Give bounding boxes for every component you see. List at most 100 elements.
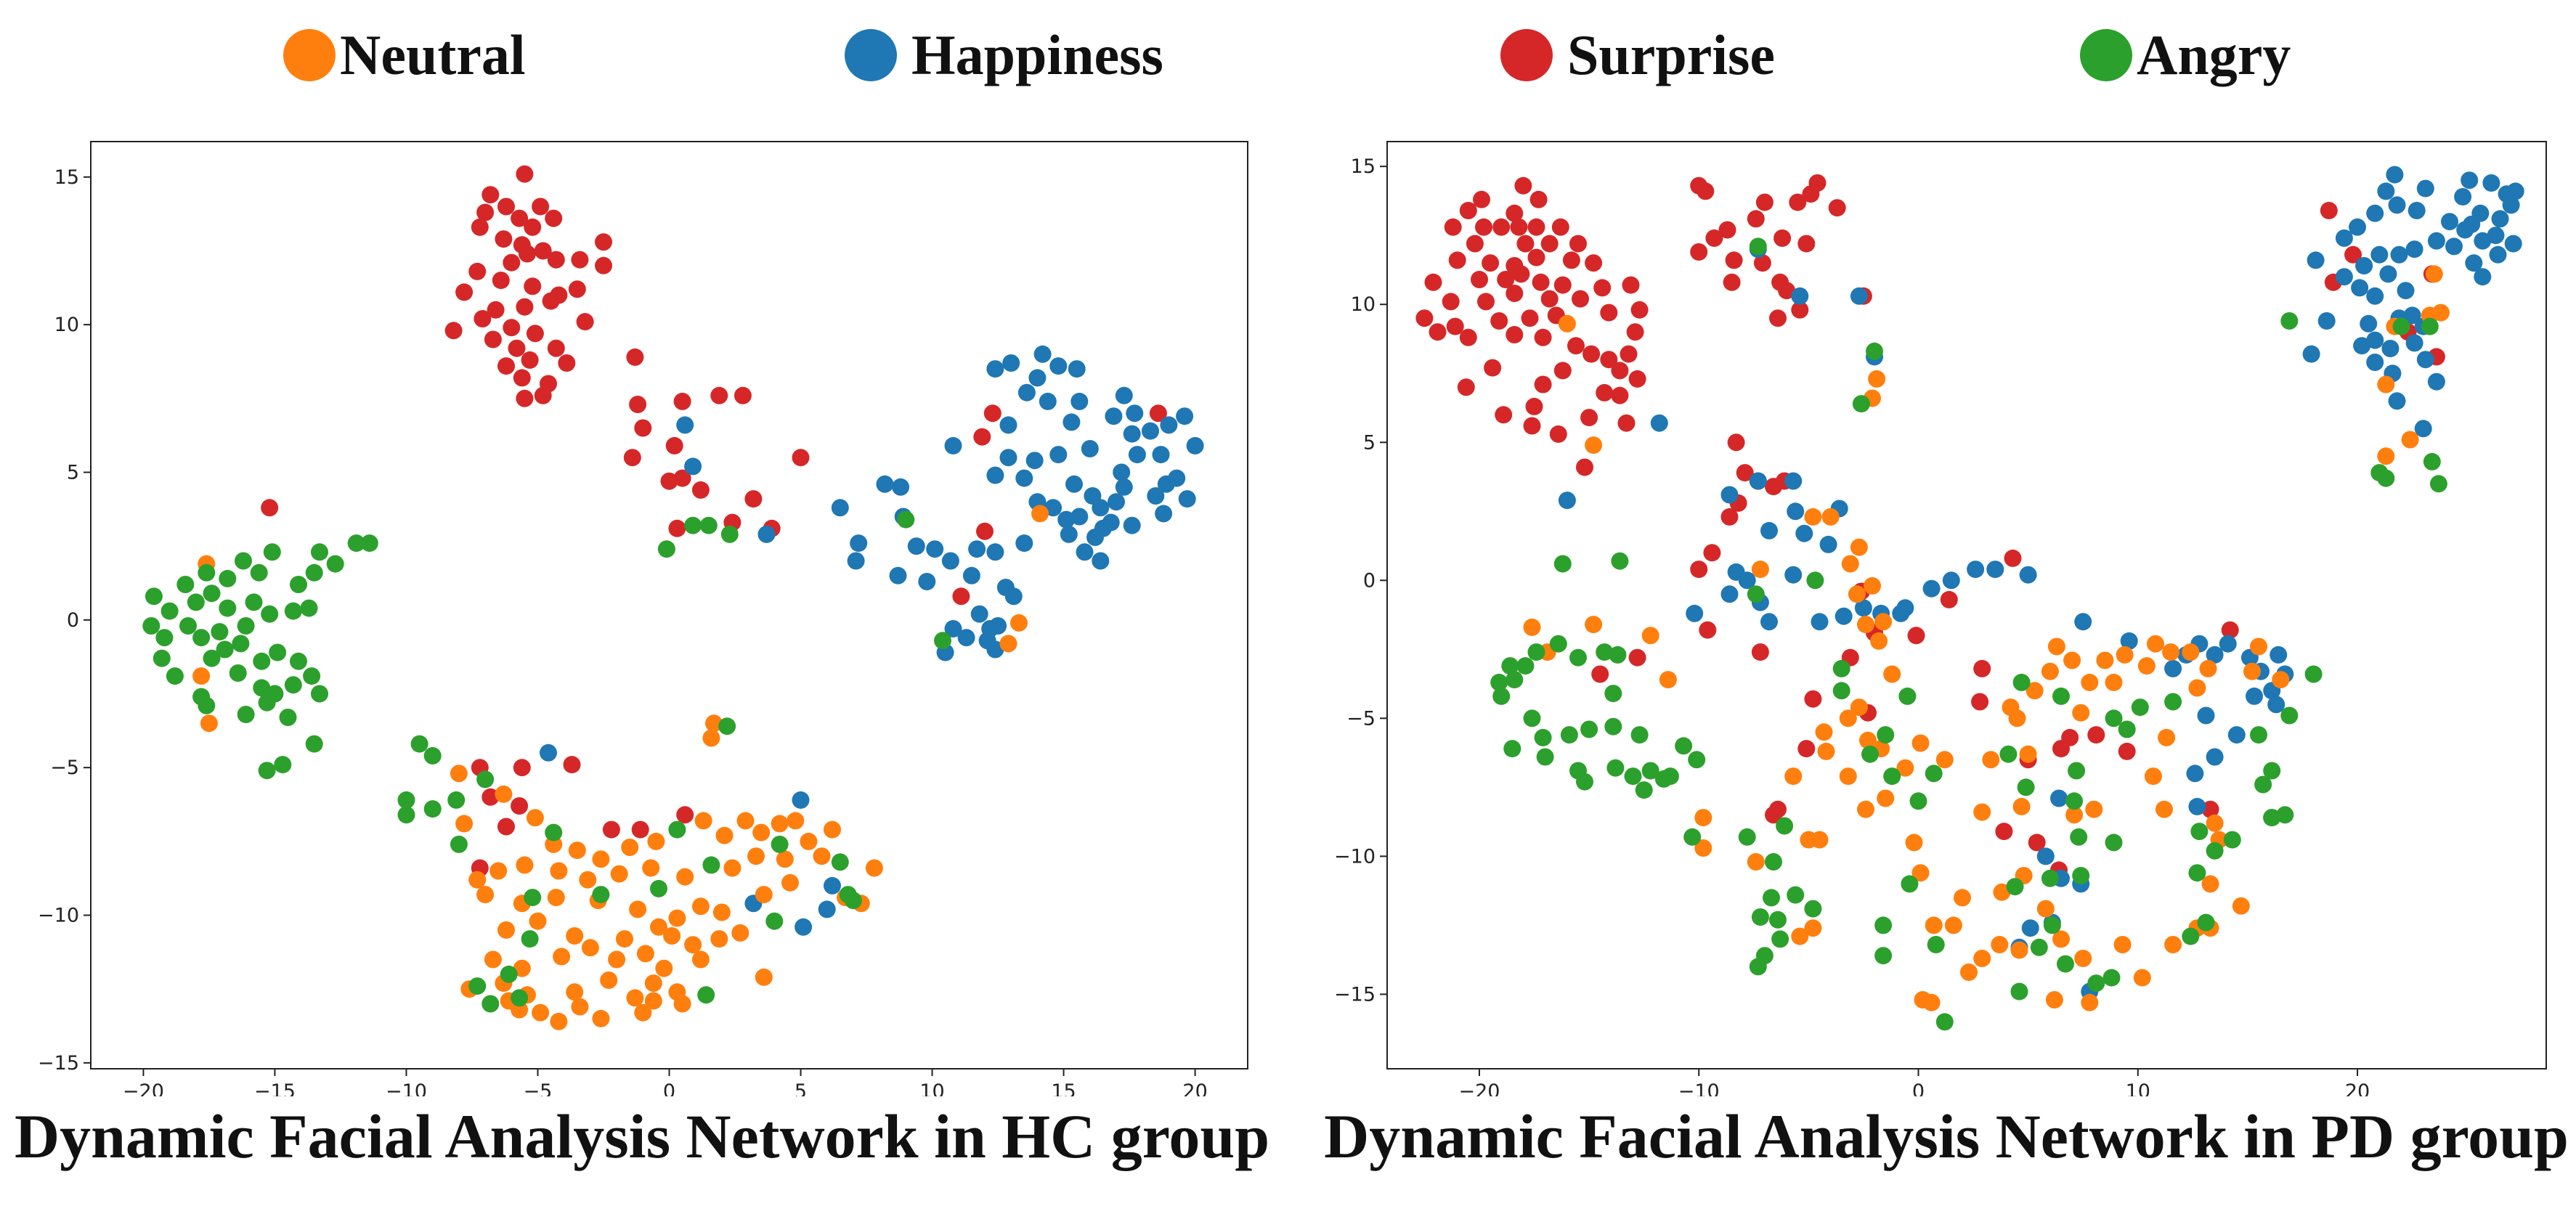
point-happiness [2370,245,2389,264]
point-happiness [2463,216,2481,233]
point-neutral [999,635,1017,653]
point-neutral [747,847,765,865]
point-happiness [824,876,841,895]
point-happiness [2019,566,2037,584]
point-surprise [623,449,641,467]
point-surprise [1600,351,1618,369]
x-tick-label: 0 [663,1080,675,1096]
point-happiness [1986,561,2004,579]
point-happiness [2366,204,2384,222]
point-neutral [1817,742,1835,760]
point-angry [2206,842,2224,860]
point-angry [300,599,318,617]
point-surprise [1529,190,1548,208]
point-neutral [2081,993,2099,1011]
point-neutral [581,939,599,957]
point-angry [1604,717,1622,736]
point-surprise [1512,265,1530,283]
point-angry [269,643,287,661]
point-neutral [2199,659,2217,677]
point-happiness [818,900,836,918]
point-happiness [1068,360,1086,378]
point-angry [1553,555,1572,573]
point-angry [1624,767,1642,786]
point-surprise [668,519,686,537]
point-happiness [1033,345,1052,363]
point-angry [1763,889,1780,907]
point-neutral [1870,632,1888,650]
point-angry [311,685,328,703]
point-surprise [1995,823,2013,841]
point-happiness [2317,312,2336,330]
y-tick-label: −10 [38,905,79,927]
point-happiness [2355,257,2373,274]
point-angry [1749,958,1767,976]
point-happiness [2036,847,2055,865]
point-angry [161,602,179,620]
point-happiness [1123,425,1141,443]
point-happiness [2441,213,2458,231]
point-happiness [1076,543,1094,561]
point-angry [347,534,365,553]
point-surprise [1510,218,1528,236]
point-neutral [495,785,513,803]
point-surprise [1473,190,1490,208]
chart-title-pd: Dynamic Facial Analysis Network in PD gr… [1324,1101,2569,1171]
point-surprise [1521,309,1539,327]
point-angry [1661,767,1679,786]
point-happiness [1168,469,1186,487]
point-neutral [2201,875,2219,893]
point-happiness [1065,475,1083,493]
point-happiness [1102,513,1120,531]
point-angry [1606,759,1625,777]
point-surprise [1492,218,1511,236]
point-angry [423,746,442,765]
point-angry [1604,685,1622,703]
point-angry [1549,635,1567,653]
legend-item-surprise: Surprise [1500,20,1775,90]
point-neutral [663,927,681,945]
point-angry [2087,974,2105,993]
point-neutral [2158,728,2176,746]
point-neutral [2206,814,2224,832]
point-angry [1769,910,1787,929]
point-angry [1883,767,1901,786]
point-happiness [1115,478,1133,496]
point-neutral [550,1012,568,1030]
point-happiness [2403,306,2421,325]
point-surprise [1585,254,1603,272]
point-neutral [2096,651,2114,669]
point-happiness [2474,232,2492,250]
point-angry [1927,936,1945,953]
x-tick-label: −20 [1458,1080,1500,1096]
point-happiness [926,540,944,558]
legend-swatch-happiness [845,29,897,81]
point-happiness [792,791,810,809]
point-surprise [261,499,279,517]
point-angry [153,649,171,667]
point-surprise [455,283,474,301]
x-tick-label: 5 [795,1080,807,1096]
point-neutral [2232,897,2250,915]
x-tick-label: −15 [254,1080,296,1096]
point-neutral [642,859,660,877]
point-happiness [2502,196,2520,214]
point-happiness [892,478,910,496]
point-happiness [2427,232,2445,250]
point-angry [237,617,255,635]
point-happiness [944,436,962,455]
point-angry [718,717,736,736]
point-happiness [2366,354,2384,371]
point-surprise [1791,301,1809,319]
point-happiness [1791,287,1809,305]
point-surprise [1415,309,1434,327]
point-surprise [973,428,991,446]
point-angry [1635,781,1653,799]
point-neutral [2425,265,2443,283]
point-angry [2188,864,2206,882]
point-neutral [468,871,487,889]
point-surprise [1747,210,1765,228]
point-neutral [2116,645,2134,664]
point-happiness [962,566,980,584]
point-surprise [576,313,594,331]
